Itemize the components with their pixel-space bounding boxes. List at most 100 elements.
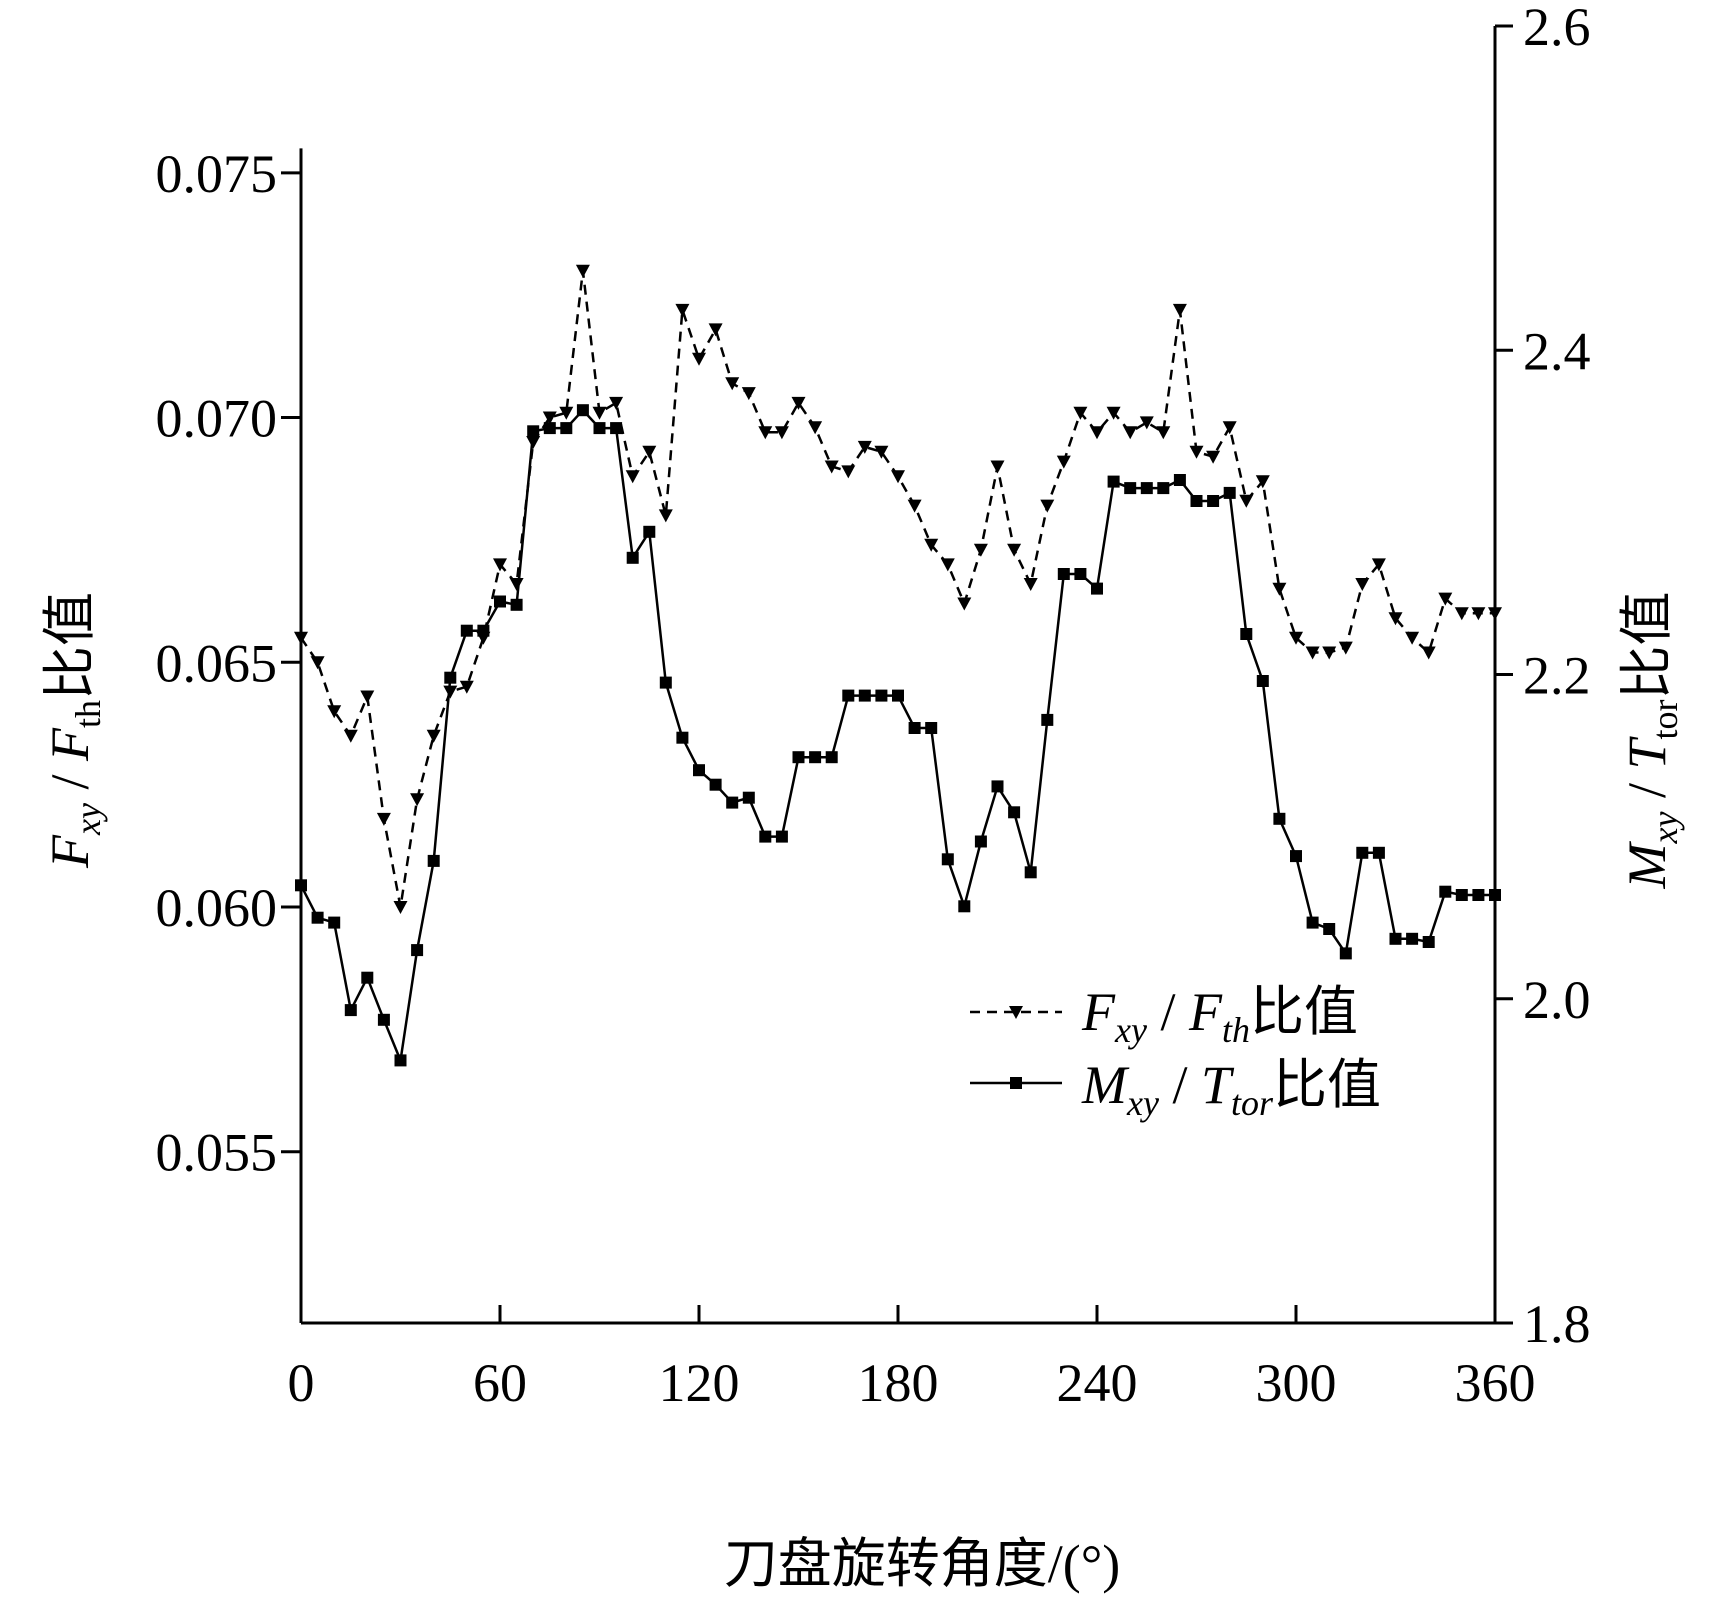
data-point-square bbox=[444, 671, 457, 684]
data-point-triangle bbox=[360, 690, 375, 704]
legend-1-sub1: xy bbox=[1114, 1010, 1147, 1050]
legend-item-fxy-fth: Fxy / Fth比值 bbox=[970, 982, 1358, 1050]
data-point-square bbox=[1372, 846, 1385, 859]
data-point-square bbox=[1190, 495, 1203, 507]
data-point-triangle bbox=[891, 470, 905, 484]
legend-marker-square bbox=[1010, 1077, 1022, 1089]
data-point-triangle bbox=[1007, 543, 1022, 557]
data-point-square bbox=[1406, 932, 1419, 945]
legend-item-mxy-ttor: Mxy / Ttor比值 bbox=[970, 1055, 1381, 1123]
y-right-title-main1: M bbox=[1617, 841, 1677, 890]
data-point-triangle bbox=[675, 303, 690, 317]
y-left-title-sub1: xy bbox=[68, 803, 108, 836]
series-mxy-ttor bbox=[295, 404, 1501, 1067]
x-tick-label: 180 bbox=[858, 1353, 939, 1413]
data-point-square bbox=[361, 971, 374, 984]
data-point-triangle bbox=[1355, 578, 1370, 591]
data-point-square bbox=[1439, 885, 1452, 898]
y-left-tick-label: 0.060 bbox=[156, 878, 278, 938]
y-left-tick-label: 0.070 bbox=[156, 389, 278, 449]
y-left-tick-label: 0.075 bbox=[156, 144, 278, 204]
svg-text:Fxy / Fth比值: Fxy / Fth比值 bbox=[40, 592, 108, 869]
data-point-square bbox=[1422, 936, 1435, 948]
data-point-triangle bbox=[1405, 631, 1420, 645]
data-point-triangle bbox=[1106, 406, 1121, 420]
data-point-square bbox=[941, 853, 954, 866]
data-point-square bbox=[394, 1054, 407, 1067]
data-point-triangle bbox=[559, 406, 574, 420]
series-fxy-fth bbox=[294, 264, 1502, 914]
legend-2-sub1: xy bbox=[1126, 1083, 1159, 1123]
data-point-triangle bbox=[1139, 416, 1154, 430]
data-point-triangle bbox=[1338, 641, 1353, 655]
data-point-triangle bbox=[509, 578, 524, 591]
data-point-square bbox=[1057, 568, 1070, 580]
data-point-square bbox=[494, 595, 506, 608]
x-tick-label: 300 bbox=[1256, 1353, 1337, 1413]
svg-text:Fxy / Fth比值: Fxy / Fth比值 bbox=[1081, 982, 1358, 1050]
data-point-triangle bbox=[625, 470, 640, 484]
data-point-triangle bbox=[493, 558, 507, 572]
data-point-square bbox=[1240, 628, 1253, 640]
x-tick-label: 240 bbox=[1057, 1353, 1138, 1413]
data-point-square bbox=[1273, 812, 1286, 825]
data-point-square bbox=[328, 916, 341, 929]
y-right-tick-label: 2.0 bbox=[1523, 970, 1591, 1030]
data-point-square bbox=[892, 689, 904, 702]
data-point-triangle bbox=[1239, 494, 1254, 508]
data-point-triangle bbox=[459, 680, 474, 694]
x-axis-title: 刀盘旋转角度/(°) bbox=[724, 1534, 1121, 1594]
legend-1-main1: F bbox=[1081, 982, 1116, 1042]
data-point-square bbox=[1356, 846, 1369, 859]
x-tick-label: 360 bbox=[1455, 1353, 1536, 1413]
data-point-square bbox=[527, 425, 540, 438]
data-point-triangle bbox=[1023, 578, 1038, 591]
data-point-triangle bbox=[1272, 582, 1287, 596]
data-point-square bbox=[626, 551, 639, 564]
data-point-triangle bbox=[857, 440, 872, 454]
data-point-square bbox=[809, 751, 822, 764]
data-point-square bbox=[1107, 475, 1120, 488]
x-tick-label: 120 bbox=[659, 1353, 740, 1413]
y-right-tick-label: 2.4 bbox=[1523, 321, 1591, 381]
data-point-triangle bbox=[1073, 406, 1088, 420]
data-point-square bbox=[742, 791, 755, 804]
data-point-triangle bbox=[990, 460, 1005, 474]
data-point-square bbox=[427, 854, 440, 867]
data-point-square bbox=[377, 1013, 390, 1026]
data-point-triangle bbox=[874, 445, 889, 459]
data-point-square bbox=[643, 525, 656, 538]
data-point-triangle bbox=[957, 597, 972, 611]
data-point-triangle bbox=[393, 901, 408, 914]
x-tick-label: 0 bbox=[288, 1353, 315, 1413]
data-point-triangle bbox=[1289, 631, 1303, 645]
data-point-square bbox=[576, 404, 589, 417]
data-point-triangle bbox=[924, 538, 939, 552]
data-point-triangle bbox=[1123, 426, 1138, 440]
data-point-square bbox=[1472, 889, 1485, 901]
data-point-square bbox=[1389, 932, 1402, 945]
data-point-triangle bbox=[343, 729, 358, 743]
data-point-triangle bbox=[1206, 450, 1221, 464]
data-point-triangle bbox=[658, 509, 673, 523]
y-left-title-main2: F bbox=[40, 727, 100, 762]
data-point-triangle bbox=[1371, 558, 1386, 572]
data-point-triangle bbox=[426, 729, 441, 743]
data-point-triangle bbox=[774, 426, 789, 440]
data-point-square bbox=[1157, 482, 1170, 495]
data-point-triangle bbox=[692, 352, 706, 366]
data-point-triangle bbox=[824, 460, 839, 474]
data-point-square bbox=[460, 624, 473, 637]
legend-2-main1: M bbox=[1081, 1055, 1130, 1115]
data-point-triangle bbox=[642, 445, 657, 459]
data-point-square bbox=[709, 778, 722, 791]
data-point-triangle bbox=[708, 323, 723, 337]
data-point-square bbox=[825, 751, 838, 764]
data-point-triangle bbox=[1488, 607, 1502, 621]
data-point-square bbox=[1008, 806, 1021, 819]
data-point-square bbox=[858, 689, 871, 702]
data-point-triangle bbox=[410, 793, 425, 807]
legend-1-main2: F bbox=[1188, 982, 1223, 1042]
data-point-square bbox=[676, 731, 689, 744]
y-right-tick-label: 1.8 bbox=[1523, 1294, 1591, 1354]
